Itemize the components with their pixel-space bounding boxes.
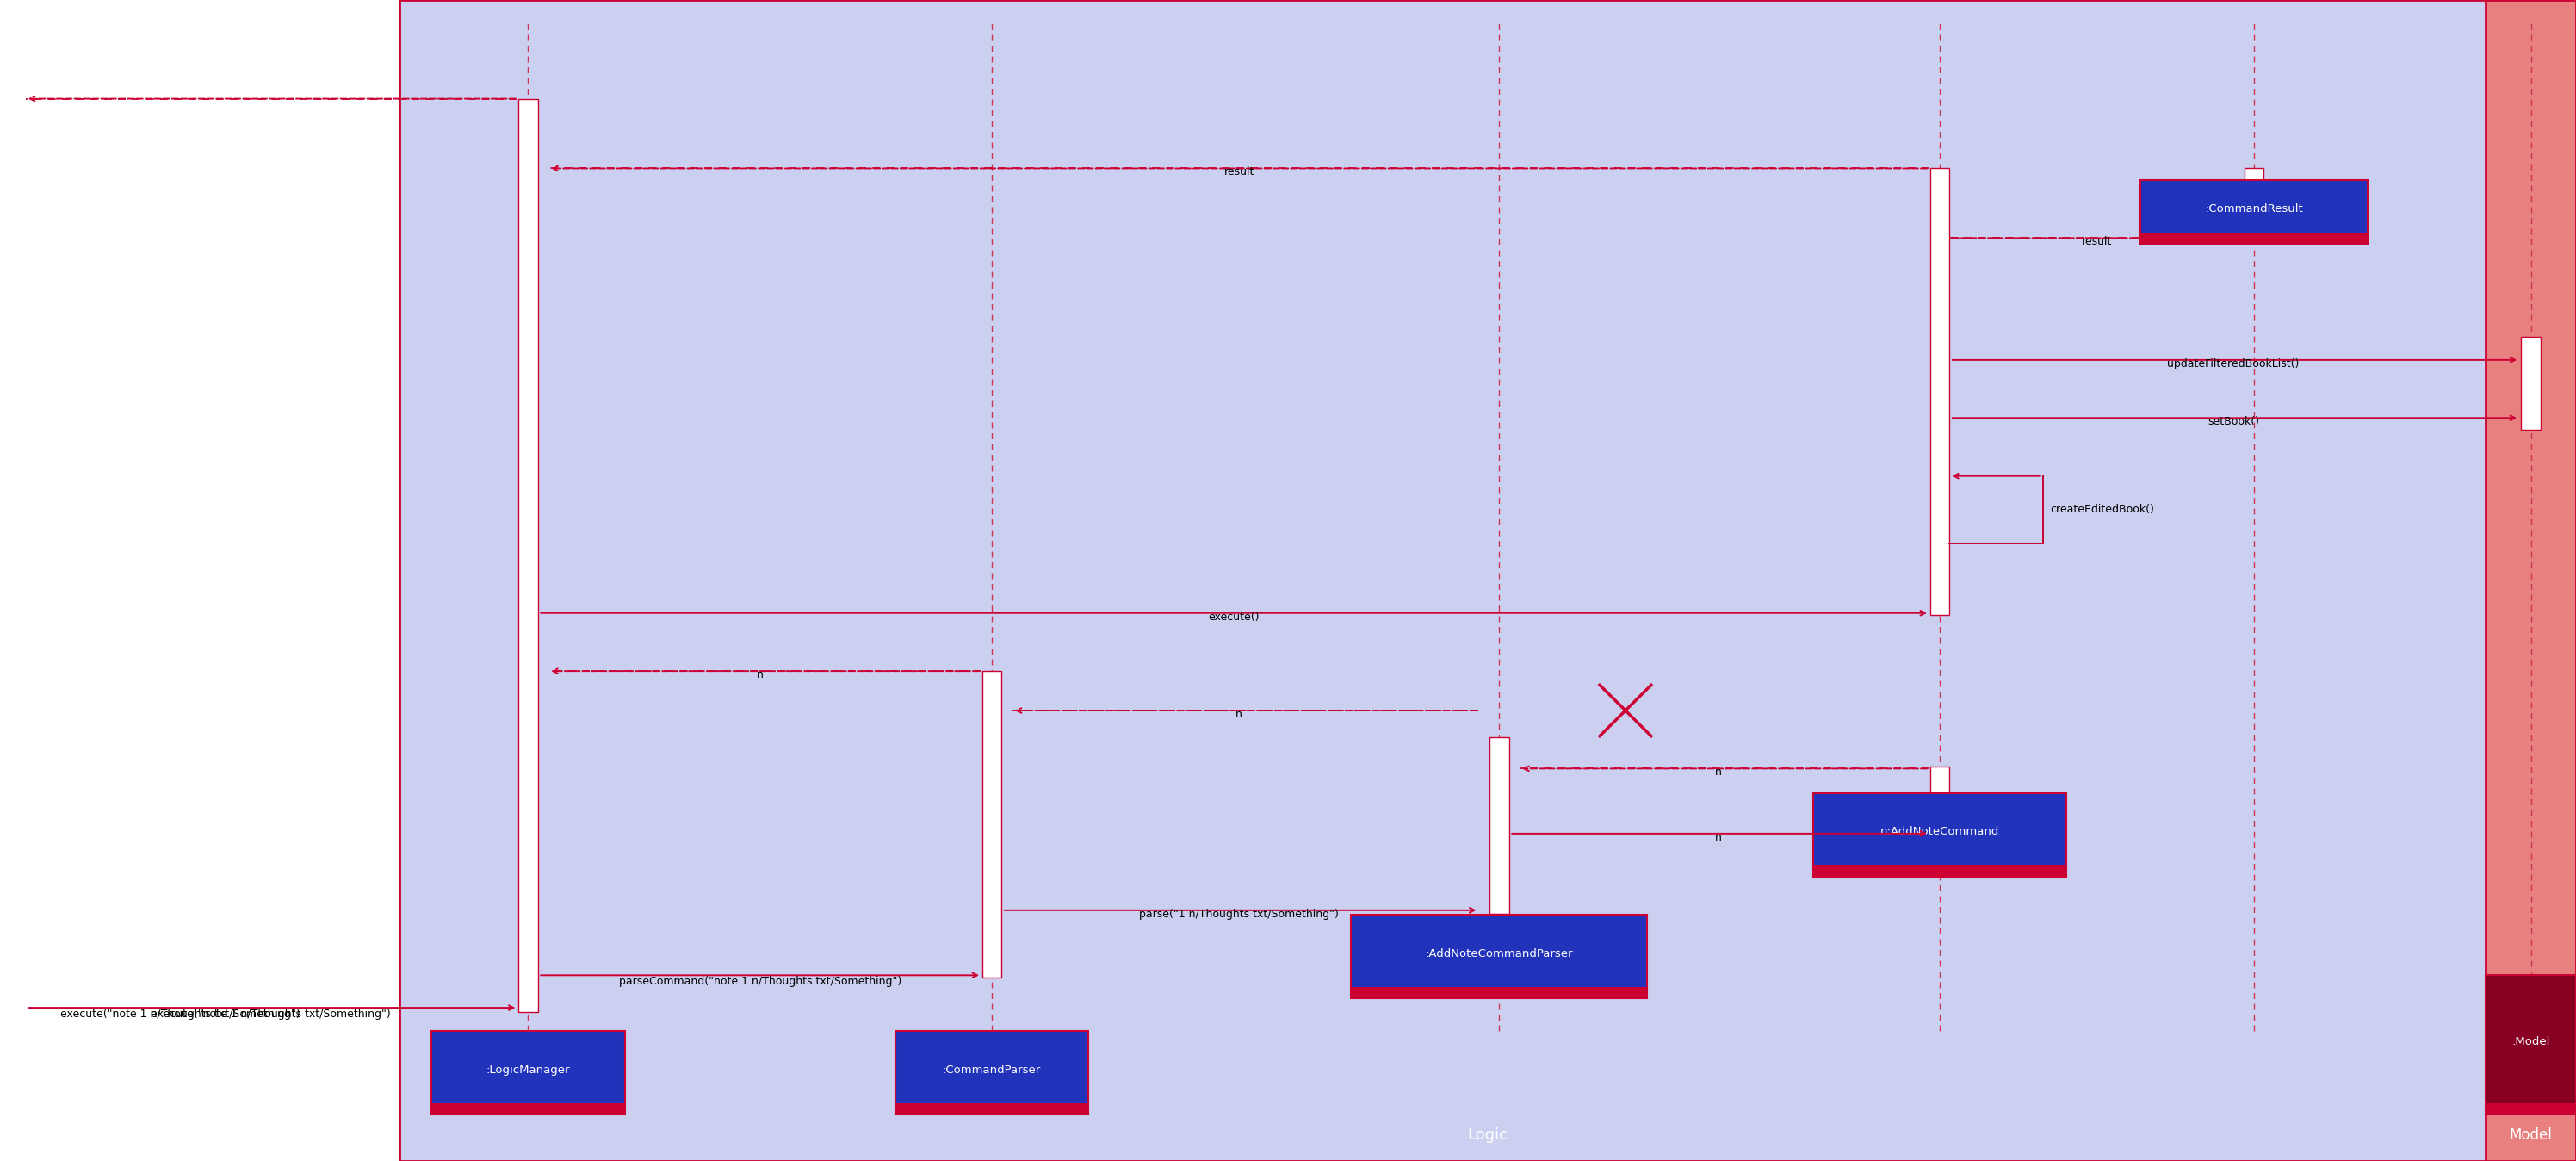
Text: n: n: [1716, 766, 1721, 778]
Bar: [399, 0, 2576, 1161]
Bar: [2244, 168, 2264, 244]
Bar: [896, 1103, 1090, 1115]
Text: execute(): execute(): [1208, 611, 1260, 622]
Text: n:AddNoteCommand: n:AddNoteCommand: [1880, 827, 1999, 837]
Bar: [2522, 337, 2540, 430]
Text: n: n: [1236, 708, 1242, 720]
Text: Logic: Logic: [1468, 1127, 1507, 1144]
Text: execute("note 1 n/Thoughts txt/Something"): execute("note 1 n/Thoughts txt/Something…: [59, 1008, 301, 1019]
Bar: [2141, 180, 2367, 244]
Text: createEditedBook(): createEditedBook(): [2050, 504, 2154, 515]
Text: result: result: [2081, 236, 2112, 247]
Bar: [1350, 987, 1646, 998]
Bar: [433, 1103, 623, 1115]
Bar: [2486, 0, 2576, 1161]
Bar: [2486, 1103, 2576, 1115]
Bar: [1929, 766, 1950, 838]
Bar: [896, 1031, 1090, 1115]
Text: result: result: [1224, 166, 1255, 178]
Text: :Model: :Model: [2512, 1037, 2550, 1047]
Bar: [1814, 865, 2066, 877]
Bar: [2141, 232, 2367, 244]
Text: n: n: [757, 669, 762, 680]
Text: parseCommand("note 1 n/Thoughts txt/Something"): parseCommand("note 1 n/Thoughts txt/Some…: [618, 975, 902, 987]
Bar: [1929, 168, 1950, 615]
Text: execute("note 1 n/Thoughts txt/Something"): execute("note 1 n/Thoughts txt/Something…: [149, 1008, 392, 1019]
Text: parse("1 n/Thoughts txt/Something"): parse("1 n/Thoughts txt/Something"): [1139, 908, 1340, 920]
Bar: [1350, 915, 1646, 998]
Text: :LogicManager: :LogicManager: [487, 1065, 569, 1075]
Bar: [1814, 793, 2066, 877]
Text: :CommandResult: :CommandResult: [2205, 203, 2303, 215]
Bar: [2486, 975, 2576, 1115]
Bar: [433, 1031, 623, 1115]
Bar: [518, 99, 538, 1012]
Bar: [981, 671, 1002, 978]
Text: :CommandParser: :CommandParser: [943, 1065, 1041, 1075]
Text: setBook(): setBook(): [2208, 416, 2259, 427]
Text: n: n: [1716, 831, 1721, 843]
Bar: [1489, 737, 1510, 914]
Text: Model: Model: [2509, 1127, 2553, 1144]
Text: updateFilteredBookList(): updateFilteredBookList(): [2166, 358, 2300, 369]
Text: :AddNoteCommandParser: :AddNoteCommandParser: [1425, 949, 1574, 959]
